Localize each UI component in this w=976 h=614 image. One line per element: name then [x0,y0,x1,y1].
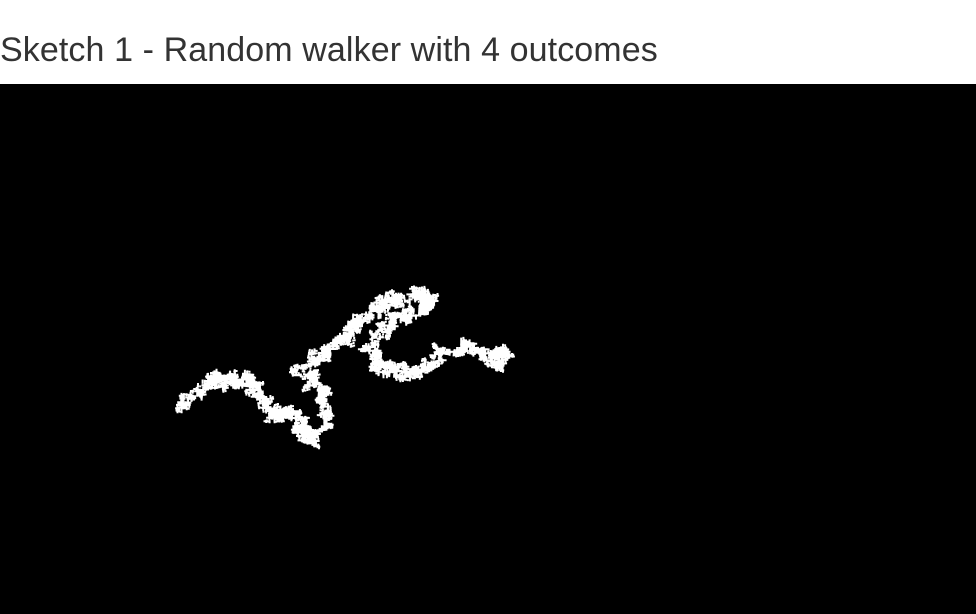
page-title: Sketch 1 - Random walker with 4 outcomes [0,31,658,69]
walker-trail-path [175,285,515,450]
sketch-canvas [0,84,976,614]
random-walker-trail [175,285,515,450]
